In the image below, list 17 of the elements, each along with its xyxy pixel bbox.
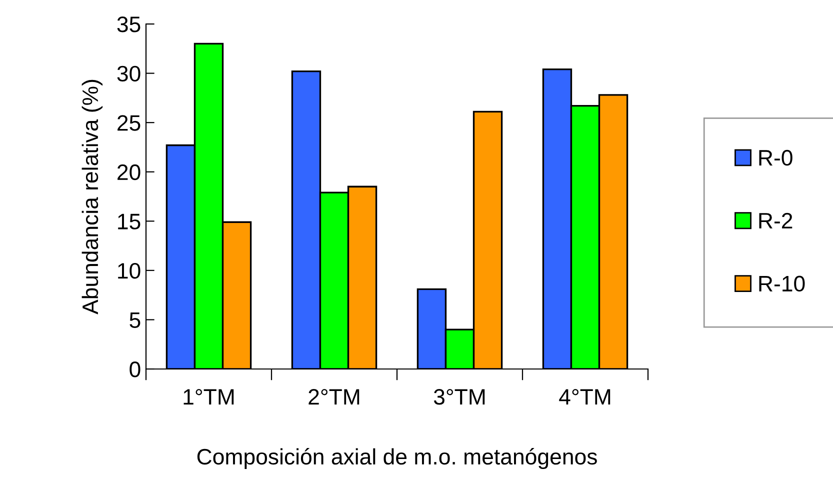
legend-label: R-2: [759, 212, 792, 228]
x-tick-label: 4°TM: [559, 389, 610, 405]
y-tick-label: 25: [118, 115, 140, 131]
y-tick-label: 35: [117, 16, 140, 32]
y-tick-label: 0: [130, 362, 140, 378]
x-tick-label: 3°TM: [434, 389, 485, 405]
x-tick-label: 2°TM: [308, 389, 360, 405]
y-tick-label: 15: [118, 214, 140, 230]
y-tick-label: 10: [118, 262, 140, 279]
legend-label: R-10: [759, 276, 805, 292]
legend-label: R-0: [759, 150, 792, 166]
y-tick-label: 20: [118, 164, 140, 180]
y-axis-title: Abundancia relativa (%): [82, 80, 103, 314]
y-tick-label: 5: [130, 312, 140, 328]
y-tick-label: 30: [117, 66, 140, 82]
x-tick-label: 1°TM: [184, 389, 234, 405]
x-axis-title: Composición axial de m.o. metanógenos: [197, 448, 597, 470]
